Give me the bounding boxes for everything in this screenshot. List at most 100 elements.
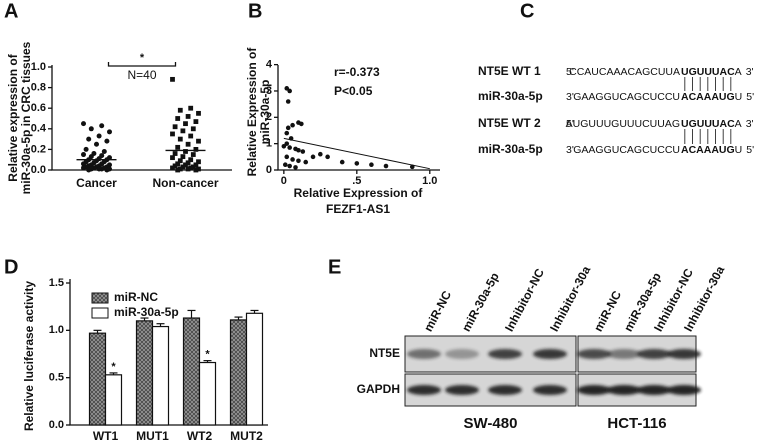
data-point <box>185 160 191 166</box>
y-tick-label: 0.6 <box>31 102 46 114</box>
data-point <box>188 165 194 171</box>
blot-band <box>607 385 641 395</box>
bar <box>182 317 201 426</box>
annotation: r=-0.373 <box>334 65 380 79</box>
data-point <box>180 128 186 134</box>
data-point <box>196 110 201 116</box>
significance-mark: * <box>140 52 145 64</box>
y-axis-label: Relative Expression of <box>245 47 259 177</box>
data-point <box>299 121 304 127</box>
data-point <box>175 167 181 173</box>
data-point <box>284 154 290 160</box>
data-point <box>188 105 194 111</box>
significance-bracket <box>107 62 177 67</box>
data-point <box>172 163 178 169</box>
data-point <box>287 145 292 150</box>
data-point <box>287 163 292 169</box>
sequence: U <box>735 144 743 156</box>
seed-sequence: ACAAAUG <box>681 91 735 103</box>
data-point <box>170 131 175 137</box>
bar <box>198 361 217 426</box>
seed-sequence: UGUUUAC <box>681 66 735 78</box>
y-tick-label: 0.8 <box>31 82 46 94</box>
data-point <box>318 151 323 157</box>
data-point <box>177 107 183 113</box>
y-tick-label: 0.4 <box>31 123 47 135</box>
data-point <box>193 162 199 168</box>
data-point <box>284 141 290 146</box>
sequence-end: 5' <box>566 66 574 78</box>
annotation: P<0.05 <box>334 84 373 98</box>
bar <box>88 332 107 426</box>
panel-label: B <box>248 0 262 22</box>
bar <box>245 312 264 426</box>
cell-line-label: SW-480 <box>464 415 518 432</box>
y-tick-label: 0.5 <box>49 372 64 384</box>
legend-label: miR-30a-5p <box>114 305 179 319</box>
sequence-label: NT5E WT 1 <box>478 64 541 78</box>
x-tick-label: MUT1 <box>136 429 169 440</box>
data-point <box>190 164 196 170</box>
data-point <box>296 147 301 153</box>
data-point <box>175 161 181 167</box>
y-tick-label: 2 <box>266 111 272 123</box>
blot-band <box>637 349 671 359</box>
data-point <box>99 123 105 129</box>
data-point <box>96 133 102 139</box>
x-tick-label: Non-cancer <box>152 176 218 190</box>
significance-mark: * <box>111 361 116 373</box>
data-point <box>188 133 194 139</box>
data-point <box>354 161 360 166</box>
data-point <box>325 154 330 160</box>
data-point <box>287 88 292 94</box>
blot-band <box>445 349 479 359</box>
y-axis-label: Relative expression of <box>6 53 20 181</box>
y-tick-label: 0 <box>266 164 272 176</box>
cell-line-label: HCT-116 <box>607 415 666 432</box>
data-point <box>88 126 94 132</box>
data-point <box>303 159 309 165</box>
data-point <box>81 165 86 171</box>
x-tick-label: Cancer <box>76 176 117 190</box>
sequence-label: NT5E WT 2 <box>478 116 541 130</box>
n-label: N=40 <box>127 68 156 82</box>
blot-band <box>445 385 479 395</box>
data-point <box>183 121 188 127</box>
data-point <box>83 146 89 152</box>
blot-band <box>607 349 641 359</box>
blot-band <box>667 349 701 359</box>
blot-band <box>637 385 671 395</box>
data-point <box>300 149 306 154</box>
data-point <box>293 165 298 170</box>
y-tick-label: 0.0 <box>49 419 64 431</box>
y-tick-label: 1.0 <box>31 61 46 73</box>
data-point <box>177 158 183 164</box>
x-tick-label: MUT2 <box>230 429 263 440</box>
data-point <box>175 116 181 121</box>
data-point <box>107 129 112 135</box>
bar <box>135 320 154 426</box>
data-point <box>170 165 175 171</box>
panel-label: E <box>328 256 341 278</box>
x-tick-label: WT1 <box>93 429 119 440</box>
lane-label: miR-NC <box>421 288 454 334</box>
data-point <box>383 163 389 169</box>
data-point <box>285 125 291 131</box>
data-point <box>193 167 199 173</box>
panel-label: C <box>520 0 534 22</box>
data-point <box>296 158 301 164</box>
data-point <box>177 136 183 142</box>
blot-band <box>488 385 522 395</box>
data-point <box>180 154 186 160</box>
y-axis-label: miR-30a-5p in CRC tissues <box>19 41 33 194</box>
lane-label: Inhibitor-30a <box>547 263 593 333</box>
data-point <box>180 164 186 170</box>
data-point <box>172 124 178 130</box>
x-axis-label: Relative Expression of <box>294 186 424 200</box>
data-point <box>339 159 345 165</box>
sequence-end: 5' <box>566 118 574 130</box>
x-tick-label: WT2 <box>187 429 213 440</box>
sequence-end: 3' <box>566 91 574 103</box>
x-tick-label: .5 <box>352 175 361 187</box>
